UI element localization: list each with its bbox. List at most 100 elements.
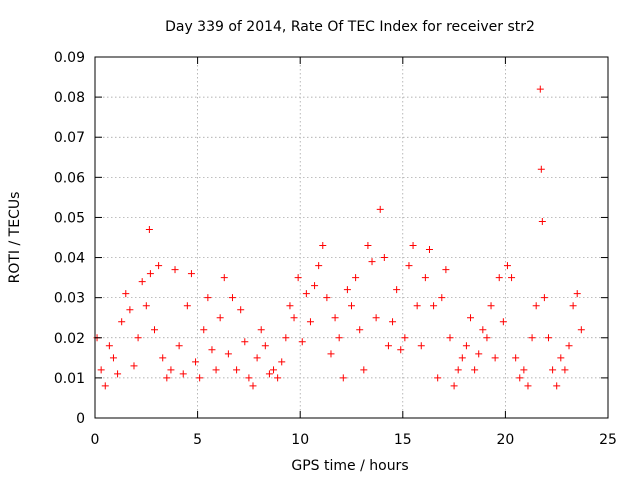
data-point <box>327 350 335 358</box>
data-point <box>146 270 154 278</box>
axis-ticks: 0 0.01 0.02 0.03 0.04 0.05 0.06 0.07 0.08 0.09 0 5 1… <box>54 50 617 448</box>
data-point <box>220 274 228 282</box>
data-point <box>261 342 269 350</box>
data-point <box>331 314 339 322</box>
data-point <box>130 362 138 370</box>
data-point <box>380 254 388 262</box>
data-point <box>126 306 134 314</box>
y-tick-label: 0.08 <box>54 90 85 106</box>
data-point <box>335 334 343 342</box>
data-point <box>105 342 113 350</box>
data-point <box>409 242 417 250</box>
x-tick-label: 10 <box>291 432 309 448</box>
y-tick-label: 0.01 <box>54 371 85 387</box>
data-point <box>372 314 380 322</box>
data-point <box>462 342 470 350</box>
data-point <box>450 382 458 390</box>
data-point <box>516 374 524 382</box>
data-point <box>528 334 536 342</box>
data-point <box>503 262 511 270</box>
plot-frame <box>94 56 609 419</box>
data-point <box>171 266 179 274</box>
y-tick-label: 0.06 <box>54 170 85 186</box>
data-point <box>483 334 491 342</box>
data-point <box>286 302 294 310</box>
data-point <box>425 246 433 254</box>
data-point <box>249 382 257 390</box>
data-point <box>536 85 544 93</box>
data-point <box>549 366 557 374</box>
data-point <box>356 326 364 334</box>
data-point <box>434 374 442 382</box>
data-point <box>298 338 306 346</box>
data-point <box>224 350 232 358</box>
data-point <box>282 334 290 342</box>
data-point <box>155 262 163 270</box>
data-point <box>290 314 298 322</box>
data-point <box>537 165 545 173</box>
data-point <box>151 326 159 334</box>
data-point <box>253 354 261 362</box>
data-point <box>257 326 265 334</box>
y-tick-label: 0 <box>76 411 85 427</box>
y-tick-label: 0.05 <box>54 210 85 226</box>
data-point <box>540 294 548 302</box>
data-point <box>302 290 310 298</box>
data-point <box>315 262 323 270</box>
data-point <box>187 270 195 278</box>
data-point <box>175 342 183 350</box>
data-point <box>405 262 413 270</box>
x-tick-label: 5 <box>193 432 202 448</box>
data-point <box>573 290 581 298</box>
data-point <box>479 326 487 334</box>
data-point <box>343 286 351 294</box>
data-point <box>122 290 130 298</box>
data-point <box>487 302 495 310</box>
data-point <box>216 314 224 322</box>
data-point <box>577 326 585 334</box>
data-point <box>364 242 372 250</box>
y-tick-label: 0.04 <box>54 251 85 267</box>
data-point <box>360 366 368 374</box>
data-point <box>561 366 569 374</box>
data-point <box>134 334 142 342</box>
data-point <box>97 366 105 374</box>
data-point <box>208 346 216 354</box>
y-tick-label: 0.03 <box>54 291 85 307</box>
data-point <box>389 318 397 326</box>
data-point <box>200 326 208 334</box>
data-point <box>376 205 384 213</box>
data-point <box>454 366 462 374</box>
data-point <box>565 342 573 350</box>
data-point <box>491 354 499 362</box>
data-point <box>348 302 355 310</box>
data-point <box>204 294 212 302</box>
data-point <box>192 358 200 366</box>
data-point <box>167 366 175 374</box>
grid-lines <box>95 57 608 418</box>
data-point <box>237 306 245 314</box>
data-point <box>319 242 327 250</box>
x-tick-label: 25 <box>599 432 617 448</box>
data-point <box>524 382 532 390</box>
data-point <box>438 294 446 302</box>
data-point <box>467 314 475 322</box>
data-point <box>520 366 528 374</box>
data-point <box>294 274 302 282</box>
data-point <box>413 302 421 310</box>
data-point <box>458 354 466 362</box>
data-point <box>311 282 319 290</box>
data-point <box>241 338 249 346</box>
data-point <box>368 258 376 266</box>
data-point <box>196 374 204 382</box>
y-tick-label: 0.02 <box>54 331 85 347</box>
x-tick-label: 15 <box>394 432 412 448</box>
data-point <box>446 334 454 342</box>
data-point <box>323 294 331 302</box>
data-point <box>471 366 479 374</box>
data-point <box>270 366 278 374</box>
data-points <box>93 85 585 390</box>
data-point <box>163 374 171 382</box>
data-point <box>397 346 405 354</box>
